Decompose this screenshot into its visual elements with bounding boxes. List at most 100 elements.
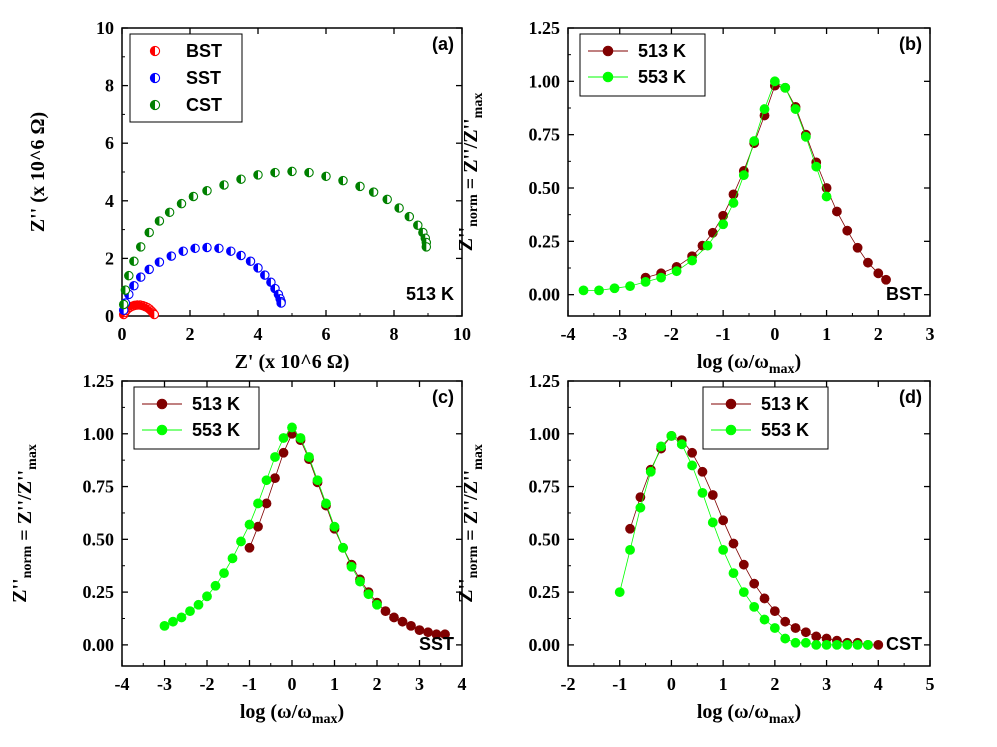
data-point-fill (121, 285, 126, 295)
data-point (338, 542, 348, 553)
data-point (821, 191, 832, 202)
legend-label: 513 K (192, 394, 240, 414)
data-point (687, 460, 698, 471)
data-point (728, 198, 739, 208)
data-point-fill (418, 228, 423, 237)
data-point-fill (338, 176, 343, 185)
data-point (718, 544, 729, 555)
data-point (666, 430, 677, 441)
data-point (687, 447, 698, 458)
y-tick-label: 0.25 (529, 582, 561, 602)
data-point (811, 161, 822, 172)
data-point (811, 639, 822, 650)
data-point (609, 283, 620, 294)
x-tick-label: -3 (612, 324, 627, 344)
panel-c: -4 -3 -2 -1 0 1 2 3 4 0.00 0.25 0.50 0.75 1.00 1.25 log… (9, 371, 467, 727)
data-point (759, 593, 770, 604)
data-point (697, 466, 708, 477)
legend: 513 K 553 K (133, 386, 260, 450)
data-point (159, 620, 170, 631)
legend: 513 K 553 K (579, 33, 706, 97)
data-point (640, 276, 651, 287)
data-point-fill (202, 186, 207, 195)
data-point-fill (276, 298, 282, 308)
panel-annotation: 513 K (406, 284, 454, 304)
panel-letter: (d) (899, 387, 922, 407)
data-point (873, 268, 884, 279)
data-point-fill (260, 270, 265, 280)
y-tick-label: 0.50 (83, 529, 115, 549)
data-point-fill (150, 100, 155, 110)
x-tick-label: 1 (330, 674, 339, 694)
x-tick-label: 3 (415, 674, 424, 694)
x-tick-label: 0 (118, 324, 127, 344)
data-point-fill (136, 242, 141, 252)
data-point (852, 242, 863, 253)
series-513-k (244, 428, 450, 640)
y-tick-label: 0.00 (529, 635, 561, 655)
legend-box (133, 386, 260, 450)
data-point-fill (190, 244, 196, 253)
legend: BST SST CST (129, 33, 243, 123)
data-point (578, 285, 589, 296)
data-point (769, 623, 780, 633)
data-point (397, 616, 408, 627)
x-tick-label: -2 (561, 674, 576, 694)
data-point (321, 498, 331, 509)
data-point-fill (150, 73, 155, 83)
data-point (614, 587, 625, 598)
data-point (800, 637, 811, 648)
x-tick-label: 8 (390, 324, 399, 344)
x-tick-label: 4 (458, 674, 467, 694)
data-point (790, 104, 801, 114)
data-point (278, 447, 289, 458)
data-point (702, 240, 713, 251)
x-tick-label: 0 (288, 674, 297, 694)
data-point (780, 616, 791, 627)
y-tick-label: 0.50 (529, 178, 561, 198)
data-point (202, 591, 212, 602)
x-tick-label: 5 (926, 674, 935, 694)
data-point-fill (236, 175, 241, 184)
data-point (769, 76, 780, 87)
data-point (671, 266, 682, 277)
data-point (738, 170, 749, 181)
data-point (635, 502, 646, 513)
y-axis-label: Z''norm = Z''/Z''max (455, 93, 486, 252)
data-point (790, 623, 801, 633)
data-point (759, 614, 770, 625)
data-point (749, 578, 760, 589)
data-point (863, 257, 873, 268)
data-point-fill (253, 263, 258, 273)
data-point (718, 219, 729, 230)
data-point (253, 521, 263, 532)
data-point-fill (394, 203, 400, 213)
data-point (625, 523, 635, 534)
series-line (249, 433, 445, 635)
data-point (656, 272, 666, 283)
data-point (707, 490, 718, 500)
data-point (780, 82, 791, 93)
x-tick-label: -1 (716, 324, 731, 344)
data-point-fill (129, 257, 134, 266)
x-tick-label: -2 (200, 674, 215, 694)
data-point (707, 227, 718, 238)
data-point (780, 633, 791, 644)
data-point-fill (246, 257, 251, 266)
data-point (800, 131, 811, 142)
panel-annotation: BST (886, 284, 922, 304)
data-point (270, 473, 280, 484)
data-point (707, 517, 718, 528)
data-point (295, 433, 306, 443)
data-point (278, 433, 289, 443)
data-point (236, 536, 246, 547)
data-point-fill (136, 272, 141, 282)
series-513-k (625, 430, 884, 650)
data-point-fill (214, 244, 219, 253)
x-tick-label: 6 (322, 324, 331, 344)
x-tick-label: 2 (770, 674, 779, 694)
x-tick-label: 2 (874, 324, 883, 344)
data-point (759, 104, 770, 114)
x-tick-label: 4 (254, 324, 263, 344)
data-point-fill (119, 300, 124, 309)
